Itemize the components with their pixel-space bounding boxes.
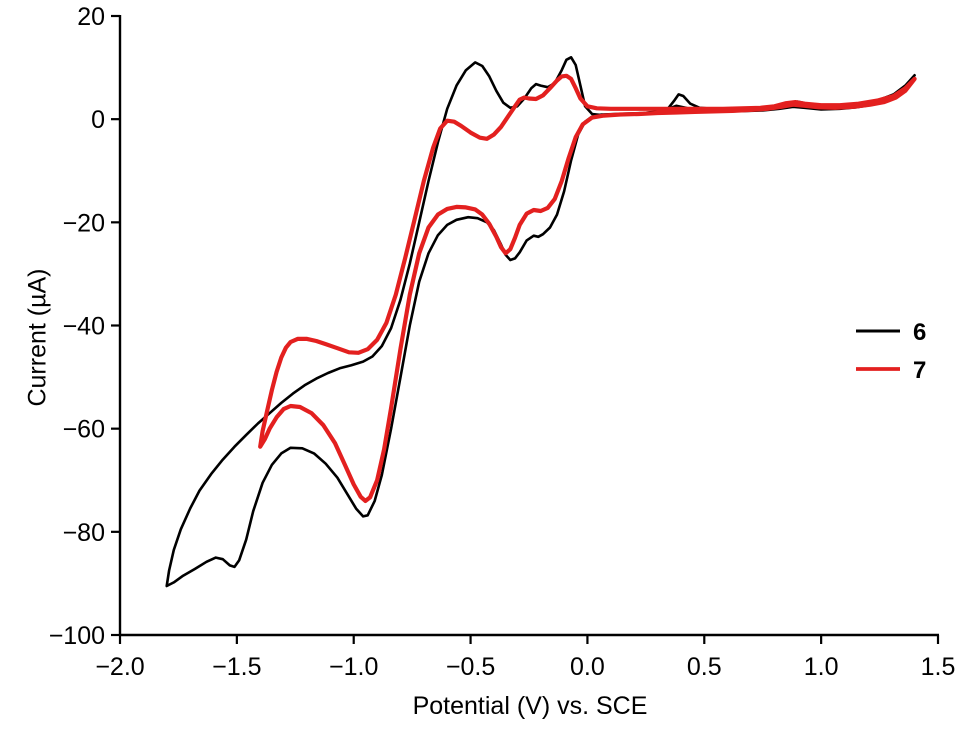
x-tick-label: −1.0 — [329, 653, 378, 681]
legend-label-7: 7 — [913, 357, 926, 384]
y-tick-label: −100 — [49, 622, 105, 650]
x-axis-title: Potential (V) vs. SCE — [412, 692, 648, 720]
y-tick-label: −80 — [63, 519, 105, 547]
x-tick-label: 1.5 — [921, 653, 956, 681]
y-tick-label: 20 — [77, 3, 105, 31]
series-7-trace — [258, 73, 917, 503]
x-tick-label: 0.5 — [687, 653, 722, 681]
x-tick-label: −2.0 — [95, 653, 144, 681]
x-tick-label: 1.0 — [804, 653, 839, 681]
y-tick-label: −40 — [63, 313, 105, 341]
y-tick-label: 0 — [91, 106, 105, 134]
x-tick-label: −1.5 — [212, 653, 261, 681]
y-tick-label: −60 — [63, 416, 105, 444]
y-axis-title: Current (µA) — [23, 268, 52, 407]
x-tick-label: 0.0 — [570, 653, 605, 681]
x-tick-label: −0.5 — [446, 653, 495, 681]
y-tick-label: −20 — [63, 209, 105, 237]
legend-label-6: 6 — [913, 319, 926, 346]
series-6-trace — [165, 56, 916, 588]
